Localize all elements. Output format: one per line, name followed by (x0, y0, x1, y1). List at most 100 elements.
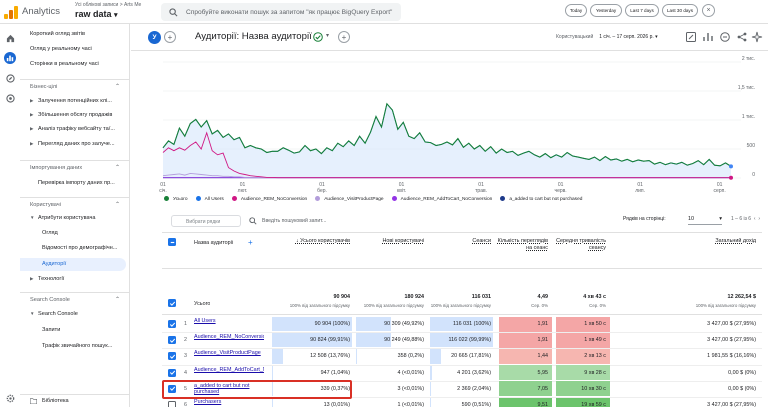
last-30-days-button[interactable]: Last 30 days (662, 4, 698, 17)
column-header-1[interactable]: Нові користувачі (382, 238, 425, 244)
legend-item-2[interactable]: Audience_REM_NoConversion (231, 196, 311, 202)
sidebar-item-overview[interactable]: Огляд (42, 230, 58, 236)
column-header-5[interactable]: Загальний дохід (715, 238, 756, 244)
comparison-chip-users[interactable]: У (148, 31, 161, 44)
row-value-4: 2 хв 13 с (584, 353, 606, 360)
check-circle-icon[interactable] (313, 32, 323, 42)
legend-swatch (231, 196, 237, 201)
heatmap-cell (556, 316, 610, 332)
column-header-2[interactable]: Сеанси (472, 238, 491, 244)
sidebar-item-data-import-check[interactable]: Перевірка імпорту даних пр... (38, 180, 115, 186)
audience-name-link[interactable]: Purchasers (194, 399, 222, 405)
sidebar-item-organic-search-traffic[interactable]: Трафік звичайного пошук... (42, 343, 113, 349)
y-tick-label: 500 (747, 143, 756, 149)
rows-per-page-select[interactable]: 10 ▾ (688, 213, 722, 225)
insights-chart-icon[interactable] (702, 31, 714, 43)
legend-item-3[interactable]: Audience_VisitProductPage (315, 196, 387, 202)
sidebar-item-user-attributes[interactable]: ▼ Атрибути користувача (30, 215, 96, 221)
compare-icon[interactable] (719, 31, 731, 43)
sidebar-item-drive-sales[interactable]: ▶ Збільшення обсягу продажів (30, 112, 113, 118)
account-selector[interactable]: Усі облікові записи > Arts Me raw data ▾ (75, 2, 157, 22)
select-all-checkbox[interactable] (168, 238, 176, 246)
sidebar-item-library[interactable]: Бібліотека (20, 394, 129, 407)
audience-name-link[interactable]: Audience_REM_AddToCart_NoConversion (194, 366, 264, 373)
column-header-3[interactable]: Кількість переглядів на сеанс (497, 238, 548, 251)
row-value-3: 5,95 (537, 369, 549, 376)
total-value-5: 12 262,54 $ (727, 294, 756, 300)
add-filter-icon[interactable]: + (338, 31, 350, 43)
sparkle-insights-icon[interactable] (751, 31, 763, 43)
close-icon[interactable]: × (702, 4, 715, 17)
legend-item-0[interactable]: Усього (164, 196, 192, 202)
row-checkbox[interactable] (168, 336, 176, 345)
analytics-logo-icon[interactable] (4, 5, 18, 19)
row-value-4: 1 хв 50 с (584, 321, 606, 327)
total-subtext-0: 100% від загального підсумку (289, 303, 350, 308)
reports-icon[interactable] (4, 52, 16, 64)
sidebar-section-data-import[interactable]: Імпортування даних ⌃ (20, 160, 129, 174)
row-value-5: 3 427,00 $ (27,95%) (707, 337, 756, 344)
last-7-days-button[interactable]: Last 7 days (625, 4, 659, 17)
edit-report-icon[interactable] (685, 31, 697, 43)
sidebar-item-demographic-details[interactable]: Відомості про демографічн... (42, 245, 118, 251)
total-value-0: 90 904 (333, 294, 351, 300)
row-value-3: 1,91 (537, 321, 549, 327)
search-bar[interactable]: Спробуйте виконати пошук за запитом "як … (161, 3, 401, 21)
row-value-5: 3 427,00 $ (27,95%) (707, 402, 756, 407)
column-header-0[interactable]: ↓ Усього користувачів (295, 238, 350, 244)
row-checkbox[interactable] (168, 368, 176, 377)
table-top-border (162, 232, 762, 233)
total-row-checkbox[interactable] (168, 299, 176, 307)
sidebar-item-audiences[interactable]: Аудиторії (20, 258, 126, 271)
expand-arrow-icon: ▶ (30, 98, 34, 103)
x-tick-label: лют. (238, 188, 248, 194)
admin-gear-icon[interactable] (4, 392, 16, 404)
table-search[interactable]: Введіть пошуковий запит... (249, 215, 409, 227)
audience-name-link[interactable]: Audience_REM_NoConversion (194, 334, 264, 341)
sidebar-item-search-console[interactable]: ▼ Search Console (30, 311, 78, 317)
sidebar-item-realtime-pages[interactable]: Сторінки в реальному часі (30, 61, 99, 67)
select-rows-input[interactable]: Вибрати рядки (171, 215, 241, 227)
sidebar-section-search-console[interactable]: Search Console ⌃ (20, 292, 129, 306)
x-tick-label: 01 (240, 182, 246, 188)
value-bar (356, 333, 391, 348)
sidebar-item-tech[interactable]: ▶ Технології (30, 276, 65, 282)
row-checkbox[interactable] (168, 352, 176, 361)
legend-item-4[interactable]: Audience_REM_AddToCart_NoConversion (391, 196, 497, 202)
date-range-picker[interactable]: Користувацький 1 січ. – 17 серп. 2026 р. … (556, 34, 658, 40)
value-bar (430, 333, 493, 348)
row-divider (162, 348, 762, 350)
audience-name-link[interactable]: Audience_VisitProductPage (194, 350, 261, 357)
add-comparison-icon[interactable]: + (164, 31, 176, 43)
home-icon[interactable] (4, 32, 16, 44)
sidebar-item-generate-leads[interactable]: ▶ Залучення потенційних клі... (30, 98, 112, 104)
sidebar-section-user[interactable]: Користувачі ⌃ (20, 197, 129, 211)
legend-item-1[interactable]: All Users (195, 196, 228, 202)
sidebar-item-view-engagement[interactable]: ▶ Перегляд даних про залуче... (30, 141, 115, 147)
dimension-header[interactable]: Назва аудиторії (194, 240, 234, 246)
advertising-icon[interactable] (4, 92, 16, 104)
sidebar-item-queries[interactable]: Запити (42, 327, 61, 333)
sidebar-item-examine-traffic[interactable]: ▶ Аналіз трафіку вебсайту та/... (30, 126, 115, 132)
share-icon[interactable] (736, 31, 748, 43)
add-dimension-icon[interactable]: + (248, 238, 253, 247)
x-tick-label: 01 (160, 182, 166, 188)
explore-icon[interactable] (4, 72, 16, 84)
title-dropdown-icon[interactable]: ▾ (326, 33, 330, 39)
top-bar: Analytics Усі облікові записи > Arts Me … (0, 0, 768, 24)
legend-item-5[interactable]: a_added to cart but not purchased (500, 196, 586, 202)
column-header-4[interactable]: Середня тривалість сеансу (556, 238, 606, 251)
value-bar (430, 381, 432, 396)
sidebar-item-realtime-overview[interactable]: Огляд у реальному часі (30, 46, 92, 52)
sidebar-section-business-objectives[interactable]: Бізнес-цілі ⌃ (20, 79, 129, 93)
audience-name-link[interactable]: a_added to cart but not purchased (194, 382, 250, 395)
row-checkbox[interactable] (168, 401, 176, 407)
row-checkbox[interactable] (168, 384, 176, 393)
row-checkbox[interactable] (168, 320, 176, 328)
sidebar-item-reports-snapshot[interactable]: Короткий огляд звітів (30, 31, 85, 37)
row-value-1: 1 (<0,01%) (397, 402, 424, 407)
x-tick-label: січ. (159, 188, 167, 194)
yesterday-button[interactable]: Yesterday (590, 4, 622, 17)
audience-name-link[interactable]: All Users (194, 318, 216, 324)
today-button[interactable]: Today (565, 4, 587, 17)
